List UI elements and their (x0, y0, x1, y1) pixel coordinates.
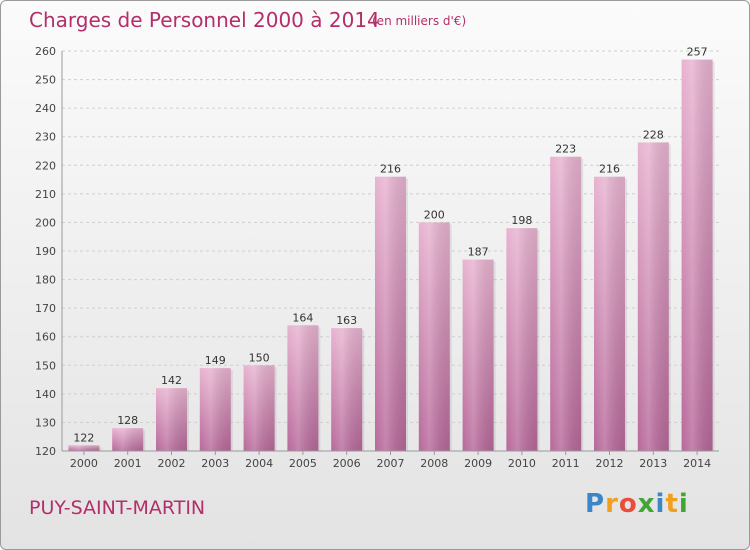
value-label: 164 (292, 311, 313, 324)
x-tick-label: 2001 (114, 457, 142, 470)
y-tick-label: 190 (35, 245, 56, 258)
bar-shine (243, 365, 275, 451)
bar-shine (375, 176, 406, 451)
x-tick-label: 2004 (245, 457, 273, 470)
value-label: 142 (161, 374, 182, 387)
value-label: 228 (643, 128, 664, 141)
value-label: 200 (424, 208, 445, 221)
x-tick-label: 2005 (289, 457, 317, 470)
value-label: 149 (205, 354, 226, 367)
bar-shine (506, 228, 538, 451)
y-tick-label: 210 (35, 188, 56, 201)
y-tick-label: 230 (35, 131, 56, 144)
bar-shine (637, 142, 669, 451)
value-label: 216 (599, 163, 620, 176)
y-tick-label: 120 (35, 445, 56, 458)
y-tick-label: 260 (35, 45, 56, 58)
y-tick-label: 250 (35, 74, 56, 87)
proxiti-logo: Proxiti (585, 489, 689, 519)
value-label: 150 (249, 351, 270, 364)
bar-shine (199, 368, 231, 451)
bar-shine (418, 222, 450, 451)
value-label: 187 (468, 246, 489, 259)
x-tick-label: 2014 (683, 457, 711, 470)
value-label: 216 (380, 163, 401, 176)
x-tick-label: 2009 (464, 457, 492, 470)
y-tick-label: 180 (35, 274, 56, 287)
value-label: 257 (687, 46, 708, 59)
x-tick-label: 2003 (201, 457, 229, 470)
value-label: 128 (117, 414, 138, 427)
y-tick-label: 160 (35, 331, 56, 344)
value-label: 163 (336, 314, 357, 327)
y-tick-label: 150 (35, 359, 56, 372)
bars-layer (68, 59, 715, 451)
y-tick-label: 130 (35, 416, 56, 429)
x-tick-label: 2012 (596, 457, 624, 470)
y-tick-label: 200 (35, 216, 56, 229)
bar-shine (550, 156, 582, 451)
x-tick-label: 2000 (70, 457, 98, 470)
chart-subtitle: (en milliers d'€) (372, 14, 467, 28)
value-label: 198 (511, 214, 532, 227)
x-tick-label: 2013 (639, 457, 667, 470)
bar-shine (681, 59, 713, 451)
x-tick-label: 2002 (158, 457, 186, 470)
bar-shine (68, 445, 100, 451)
y-tick-label: 240 (35, 102, 56, 115)
x-tick-label: 2007 (377, 457, 405, 470)
x-tick-label: 2011 (552, 457, 580, 470)
y-tick-label: 170 (35, 302, 56, 315)
value-label: 223 (555, 143, 576, 156)
y-tick-label: 220 (35, 159, 56, 172)
chart-title: Charges de Personnel 2000 à 2014 (29, 8, 380, 32)
value-label: 122 (73, 431, 94, 444)
bar-shine (331, 328, 363, 451)
bar-shine (112, 428, 144, 451)
x-tick-label: 2008 (420, 457, 448, 470)
x-tick-label: 2010 (508, 457, 536, 470)
bar-shine (594, 176, 625, 451)
bar-shine (462, 259, 494, 451)
y-tick-label: 140 (35, 388, 56, 401)
bar-shine (287, 325, 319, 451)
labels-layer: 122 128 142 149 150 164 163 216 200 187 198 223 216 2… (73, 46, 707, 445)
axis-layer: 120 130 140 150 160 170 180 190 200 210 220 230 240 2… (35, 45, 719, 470)
bar-shine (156, 388, 187, 451)
commune-name: PUY-SAINT-MARTIN (29, 497, 206, 519)
x-tick-label: 2006 (333, 457, 361, 470)
